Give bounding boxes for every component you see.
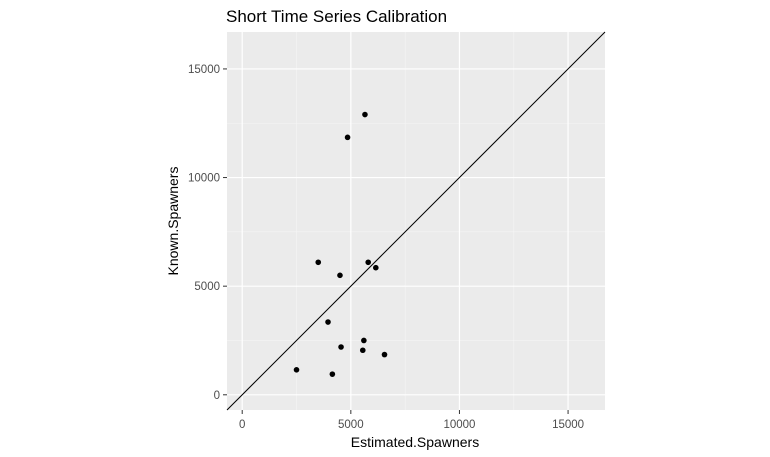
y-tick-label: 15000 [188,64,220,76]
y-tick-label: 10000 [188,173,220,185]
chart-title: Short Time Series Calibration [226,7,447,26]
x-axis-title: Estimated.Spawners [351,434,479,450]
data-point [373,264,379,271]
y-axis-ticks: 0 5000 10000 15000 [188,64,227,402]
y-tick-label: 5000 [194,281,220,293]
data-point [359,347,366,354]
data-point [325,319,331,325]
data-point [338,344,344,350]
y-tick-label: 0 [214,390,220,402]
data-point [315,259,322,266]
x-tick-label: 0 [239,419,245,431]
minor-gridlines [227,32,605,410]
data-point [329,371,336,377]
x-tick-label: 15000 [552,419,584,431]
data-point [361,337,367,344]
data-point [365,259,372,266]
x-axis-ticks: 0 5000 10000 15000 [239,410,584,431]
identity-reference-line [226,31,606,411]
data-point [381,351,388,358]
data-points [293,111,388,377]
x-tick-label: 10000 [443,419,475,431]
y-axis-title: Known.Spawners [165,167,181,276]
data-point [362,111,368,118]
data-point [344,134,351,141]
x-tick-label: 5000 [338,419,364,431]
major-gridlines [227,32,605,410]
data-point [293,367,300,373]
data-point [337,272,343,279]
